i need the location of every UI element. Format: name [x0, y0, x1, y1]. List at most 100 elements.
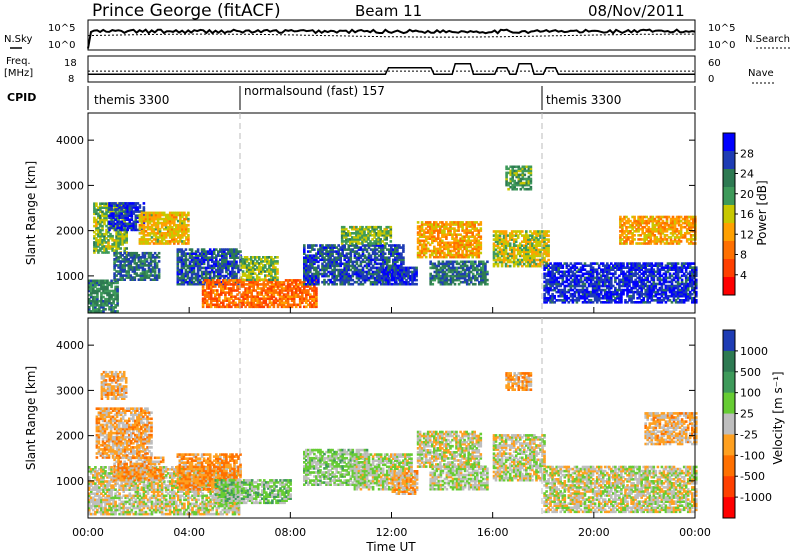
power-cell — [292, 297, 296, 300]
power-cell — [182, 274, 186, 278]
power-cell — [187, 213, 190, 217]
power-cell — [202, 260, 206, 264]
power-cell — [321, 280, 324, 284]
power-cell — [121, 274, 124, 277]
power-cell — [319, 268, 322, 272]
power-cell — [173, 234, 176, 237]
power-cell — [512, 254, 516, 258]
power-cell — [339, 248, 342, 251]
power-cell — [137, 266, 141, 269]
power-cell — [196, 260, 200, 264]
power-cell — [315, 287, 318, 290]
power-cell — [313, 289, 316, 292]
power-cell — [280, 301, 284, 305]
power-cell — [353, 272, 357, 276]
power-cell — [394, 246, 397, 249]
power-cell — [176, 248, 180, 251]
power-cell — [102, 281, 105, 285]
power-cell — [311, 274, 314, 278]
power-cell — [337, 256, 340, 259]
power-cell — [394, 260, 397, 264]
power-cell — [447, 262, 451, 266]
power-cell — [204, 270, 208, 274]
power-cell — [418, 251, 422, 255]
power-cell — [445, 241, 448, 245]
power-cell — [539, 262, 542, 266]
power-cell — [439, 253, 442, 257]
power-cell — [188, 252, 192, 255]
power-cell — [313, 303, 316, 307]
power-cell — [230, 297, 233, 300]
power-cell — [256, 299, 259, 302]
power-cell — [398, 256, 401, 259]
power-cell — [343, 256, 346, 259]
power-cell — [535, 230, 538, 233]
power-cell — [373, 262, 377, 266]
power-cell — [244, 283, 247, 286]
power-cell — [397, 268, 400, 272]
power-cell — [152, 227, 156, 231]
power-cell — [225, 262, 228, 266]
power-cell — [459, 237, 462, 240]
power-cell — [357, 254, 361, 257]
power-cell — [115, 270, 118, 273]
power-cell — [351, 248, 355, 251]
power-cell — [357, 274, 361, 278]
power-cell — [148, 232, 152, 235]
power-cell — [305, 256, 308, 259]
power-cell — [441, 239, 444, 243]
power-cell — [535, 246, 538, 250]
power-cell — [106, 299, 109, 303]
power-cell — [268, 272, 271, 275]
power-cell — [385, 236, 388, 239]
power-cell — [119, 234, 122, 238]
power-cell — [355, 258, 359, 262]
power-cell — [256, 281, 259, 284]
power-cell — [135, 262, 139, 265]
power-cell — [90, 283, 93, 287]
power-cell — [341, 262, 344, 266]
power-cell — [143, 270, 147, 273]
power-cell — [439, 229, 442, 232]
power-cell — [445, 221, 448, 224]
power-cell — [171, 238, 174, 241]
power-cell — [102, 310, 105, 313]
power-cell — [451, 260, 455, 264]
power-cell — [339, 282, 342, 286]
power-cell — [500, 242, 504, 245]
power-cell — [212, 272, 216, 276]
power-cell — [305, 305, 308, 309]
power-cell — [160, 240, 164, 243]
power-cell — [99, 247, 102, 250]
power-cell — [498, 238, 502, 241]
power-cell — [439, 266, 443, 270]
power-cell — [447, 241, 450, 245]
power-cell — [455, 276, 459, 280]
power-cell — [200, 256, 204, 259]
power-cell — [355, 244, 359, 247]
power-cell — [529, 234, 532, 237]
power-cell — [353, 240, 356, 243]
power-cell — [479, 221, 483, 224]
power-cell — [150, 232, 154, 235]
power-cell — [351, 244, 355, 247]
power-cell — [441, 264, 445, 268]
power-cell — [383, 236, 386, 239]
power-cell — [405, 266, 408, 270]
power-cell — [248, 287, 251, 290]
power-cell — [498, 260, 502, 264]
power-cell — [153, 260, 157, 263]
power-cell — [375, 280, 379, 284]
power-cell — [467, 243, 470, 247]
power-cell — [188, 248, 192, 251]
power-cell — [453, 274, 457, 278]
power-cell — [124, 210, 127, 213]
power-cell — [107, 230, 110, 234]
power-cell — [255, 278, 259, 281]
power-cell — [270, 285, 274, 288]
power-cell — [256, 285, 259, 288]
power-cell — [313, 266, 316, 270]
power-cell — [264, 283, 268, 286]
power-cell — [234, 305, 237, 309]
power-cell — [254, 303, 257, 307]
